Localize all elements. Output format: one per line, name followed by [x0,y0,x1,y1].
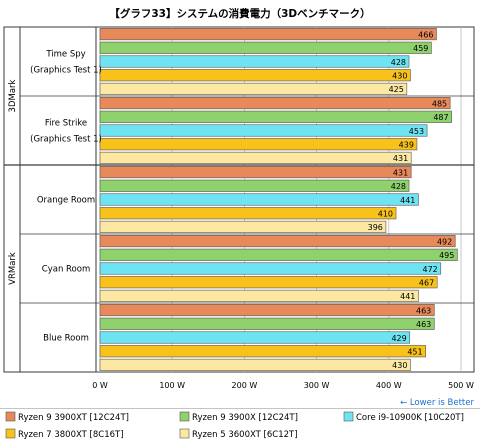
bar-value-label-0-3: 430 [392,71,407,80]
bar-value-label-1-2: 453 [409,127,424,136]
bar-0-0 [99,28,437,41]
x-tick-label-2: 200 W [232,381,258,390]
bar-3-2 [99,262,442,275]
bar-4-4 [99,358,411,371]
x-tick-label-0: 0 W [92,381,108,390]
bar-2-0 [99,166,412,179]
x-tick-label-4: 400 W [376,381,402,390]
category-label-4-0: Blue Room [43,334,89,344]
chart-title: 【グラフ33】システムの消費電力（3Dベンチマーク） [109,7,370,20]
category-label-1-1: (Graphics Test 1) [30,135,102,145]
legend-label-3: Ryzen 7 3800XT [8C16T] [18,430,124,440]
bar-1-0 [99,97,451,110]
bar-value-label-2-4: 396 [368,223,383,232]
bar-value-label-3-4: 441 [400,292,415,301]
bar-1-4 [99,151,412,164]
bar-value-label-4-3: 451 [407,347,422,356]
bar-0-2 [99,55,410,68]
bar-2-2 [99,193,419,206]
bar-2-3 [99,207,397,220]
legend-swatch-4 [179,428,190,439]
bar-value-label-4-0: 463 [416,306,431,315]
x-tick-label-5: 500 W [448,381,474,390]
legend-label-2: Core i9-10900K [10C20T] [356,413,464,423]
bar-value-label-0-4: 425 [389,85,404,94]
category-label-2-0: Orange Room [37,196,95,206]
bar-value-label-4-4: 430 [392,361,407,370]
category-label-0-0: Time Spy [45,50,85,60]
bar-value-label-1-1: 487 [433,113,448,122]
legend-swatch-0 [5,411,16,422]
chart-frame [3,26,475,373]
bar-value-label-2-3: 410 [378,209,393,218]
x-tick-label-1: 100 W [159,381,185,390]
bar-value-label-1-0: 485 [432,99,447,108]
bar-value-label-3-3: 467 [419,278,434,287]
x-tick-label-3: 300 W [304,381,330,390]
bar-value-label-2-1: 428 [391,182,406,191]
legend-label-0: Ryzen 9 3900XT [12C24T] [18,413,129,423]
bar-value-label-3-0: 492 [437,237,452,246]
bar-2-4 [99,220,387,233]
group-label-0: 3DMark [8,79,18,112]
bar-value-label-2-2: 441 [400,196,415,205]
category-label-1-0: Fire Strike [45,119,87,129]
bar-0-4 [99,82,408,95]
bar-value-label-0-2: 428 [391,58,406,67]
group-label-1: VRMark [8,252,18,285]
legend-label-1: Ryzen 9 3900X [12C24T] [192,413,298,423]
bar-value-label-0-1: 459 [413,44,428,53]
bar-value-label-3-2: 472 [423,265,438,274]
bar-1-1 [99,110,452,123]
bar-1-3 [99,138,418,151]
bar-2-1 [99,179,410,192]
bar-3-0 [99,235,456,248]
bar-0-3 [99,69,411,82]
bar-0-1 [99,41,432,54]
legend-label-4: Ryzen 5 3600XT [6C12T] [192,430,298,440]
legend-swatch-3 [5,428,16,439]
bar-value-label-0-0: 466 [418,30,433,39]
category-label-0-1: (Graphics Test 1) [30,66,102,76]
bar-value-label-1-3: 439 [399,140,414,149]
bar-3-1 [99,248,458,261]
bar-3-3 [99,276,438,289]
lower-is-better-note: ← Lower is Better [400,398,474,408]
category-label-3-0: Cyan Room [42,265,90,275]
bar-4-3 [99,345,426,358]
bar-value-label-4-2: 429 [391,334,406,343]
legend-swatch-2 [343,411,354,422]
bar-value-label-4-1: 463 [416,320,431,329]
bar-3-4 [99,289,419,302]
bar-1-2 [99,124,428,137]
bar-4-1 [99,317,435,330]
bar-value-label-3-1: 495 [439,251,454,260]
bar-4-2 [99,331,411,344]
bar-4-0 [99,304,435,317]
bar-value-label-1-4: 431 [393,154,408,163]
legend-swatch-1 [179,411,190,422]
bar-value-label-2-0: 431 [393,168,408,177]
